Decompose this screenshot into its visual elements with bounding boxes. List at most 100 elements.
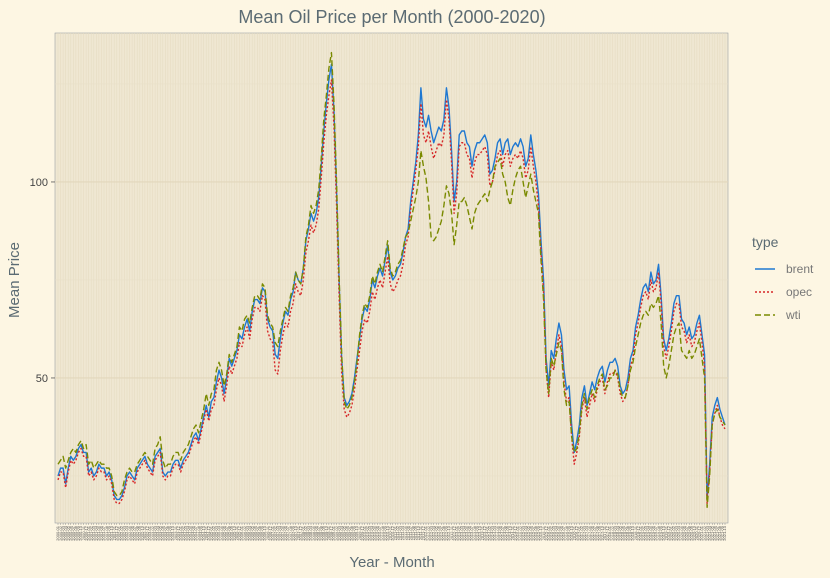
x-tick-label: 2008-09: [321, 525, 326, 540]
x-tick-label: 2018-05: [617, 525, 622, 540]
x-tick-label: 2000-05: [65, 525, 70, 540]
x-tick-label: 2014-08: [502, 525, 507, 540]
x-tick-label: 2000-11: [81, 525, 86, 540]
x-tick-label: 2007-02: [272, 525, 277, 540]
x-tick-label: 2012-09: [444, 525, 449, 540]
x-tick-label: 2021-07: [715, 525, 720, 540]
legend-items: brent opec wti: [755, 262, 814, 322]
x-tick-label: 2021-03: [704, 525, 709, 540]
x-tick-label: 2004-02: [180, 525, 185, 540]
x-tick-label: 2013-05: [464, 525, 469, 540]
x-tick-label: 2002-08: [134, 525, 139, 540]
x-tick-label: 2007-04: [278, 525, 283, 540]
x-tick-label: 2018-06: [620, 525, 625, 540]
x-tick-label: 2007-05: [280, 525, 285, 540]
x-tick-label: 2006-11: [265, 525, 270, 540]
x-tick-label: 2006-03: [244, 525, 249, 540]
x-tick-label: 2014-02: [487, 525, 492, 540]
x-tick-label: 2008-04: [308, 525, 313, 540]
legend-label-wti: wti: [785, 308, 801, 322]
x-tick-label: 2019-05: [648, 525, 653, 540]
x-tick-label: 2003-10: [170, 525, 175, 540]
x-tick-label: 2020-07: [684, 525, 689, 540]
x-tick-label: 2001-07: [101, 525, 106, 540]
x-tick-label: 2003-09: [168, 525, 173, 540]
x-tick-label: 2002-03: [122, 525, 127, 540]
x-tick-label: 2013-06: [467, 525, 472, 540]
x-tick-label: 2020-02: [671, 525, 676, 540]
x-tick-label: 2009-10: [354, 525, 359, 540]
x-tick-label: 2001-10: [109, 525, 114, 540]
x-tick-label: 2001-05: [96, 525, 101, 540]
x-axis: 2000-012000-022000-032000-042000-052000-…: [55, 523, 727, 541]
x-tick-label: 2018-01: [607, 525, 612, 540]
x-tick-label: 2008-03: [306, 525, 311, 540]
x-tick-label: 2004-07: [193, 525, 198, 540]
x-tick-label: 2021-06: [712, 525, 717, 540]
x-tick-label: 2011-10: [416, 525, 421, 540]
x-tick-label: 2019-12: [666, 525, 671, 540]
x-tick-label: 2006-02: [242, 525, 247, 540]
legend-label-brent: brent: [786, 262, 814, 276]
x-tick-label: 2009-06: [344, 525, 349, 540]
x-tick-label: 2005-03: [214, 525, 219, 540]
x-tick-label: 2013-04: [462, 525, 467, 540]
x-tick-label: 2013-02: [456, 525, 461, 540]
chart-title: Mean Oil Price per Month (2000-2020): [238, 7, 545, 27]
x-tick-label: 2002-12: [145, 525, 150, 540]
x-tick-label: 2005-10: [232, 525, 237, 540]
x-tick-label: 2015-05: [525, 525, 530, 540]
x-tick-label: 2004-09: [198, 525, 203, 540]
x-tick-label: 2001-11: [111, 525, 116, 540]
x-tick-label: 2001-03: [91, 525, 96, 540]
x-tick-label: 2017-09: [597, 525, 602, 540]
x-tick-label: 2000-12: [83, 525, 88, 540]
x-tick-label: 2005-09: [229, 525, 234, 540]
x-tick-label: 2020-03: [674, 525, 679, 540]
x-tick-label: 2009-09: [352, 525, 357, 540]
x-tick-label: 2004-03: [183, 525, 188, 540]
y-axis-title: Mean Price: [6, 242, 23, 318]
x-tick-label: 2008-07: [316, 525, 321, 540]
x-tick-label: 2001-01: [86, 525, 91, 540]
x-tick-label: 2017-01: [577, 525, 582, 540]
x-tick-label: 2017-04: [584, 525, 589, 540]
x-tick-label: 2012-08: [441, 525, 446, 540]
x-tick-label: 2016-04: [554, 525, 559, 540]
x-tick-label: 2012-02: [426, 525, 431, 540]
series-line-wti: [57, 51, 726, 509]
x-tick-label: 2019-08: [656, 525, 661, 540]
x-tick-label: 2014-03: [490, 525, 495, 540]
x-tick-label: 2006-08: [257, 525, 262, 540]
x-tick-label: 2012-11: [449, 525, 454, 540]
x-tick-label: 2009-12: [359, 525, 364, 540]
x-tick-label: 2006-01: [239, 525, 244, 540]
x-tick-label: 2016-06: [559, 525, 564, 540]
x-tick-label: 2016-12: [574, 525, 579, 540]
x-tick-label: 2017-12: [605, 525, 610, 540]
x-tick-label: 2006-12: [267, 525, 272, 540]
x-tick-label: 2001-12: [114, 525, 119, 540]
x-tick-label: 2019-04: [646, 525, 651, 540]
x-tick-label: 2009-04: [339, 525, 344, 540]
x-tick-label: 2017-10: [600, 525, 605, 540]
x-tick-label: 2015-08: [533, 525, 538, 540]
x-tick-label: 2003-07: [163, 525, 168, 540]
x-tick-label: 2010-01: [362, 525, 367, 540]
x-tick-label: 2013-03: [459, 525, 464, 540]
x-tick-label: 2017-07: [592, 525, 597, 540]
x-tick-label: 2004-10: [201, 525, 206, 540]
x-tick-label: 2008-12: [329, 525, 334, 540]
x-tick-label: 2004-04: [186, 525, 191, 540]
x-tick-label: 2011-12: [421, 525, 426, 540]
x-tick-label: 2000-04: [63, 525, 68, 540]
x-tick-label: 2007-03: [275, 525, 280, 540]
x-tick-label: 2015-07: [531, 525, 536, 540]
x-tick-label: 2002-02: [119, 525, 124, 540]
x-tick-label: 2014-09: [505, 525, 510, 540]
x-tick-label: 2005-01: [209, 525, 214, 540]
x-tick-label: 2000-03: [60, 525, 65, 540]
x-tick-label: 2016-09: [566, 525, 571, 540]
x-tick-label: 2011-09: [413, 525, 418, 540]
